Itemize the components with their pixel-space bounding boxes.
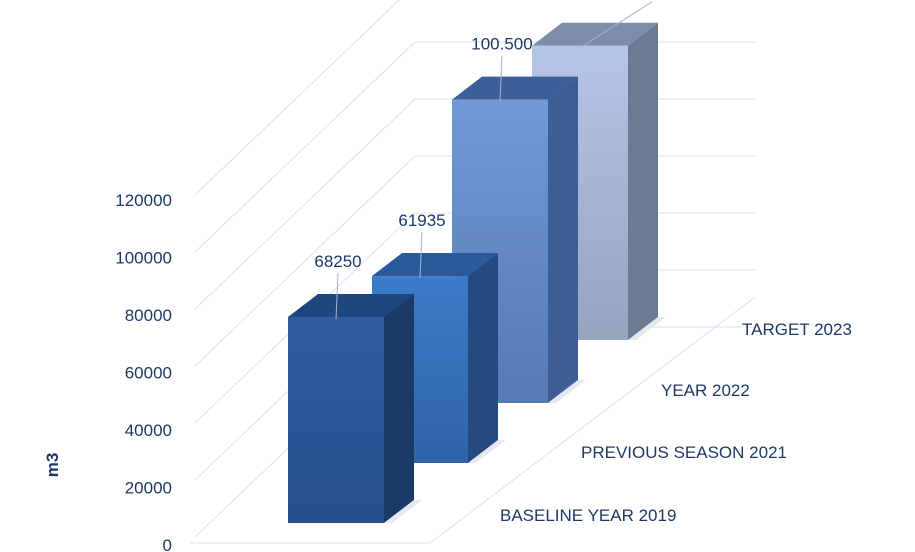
bar	[288, 294, 422, 523]
bar-top	[288, 294, 414, 317]
bar-side	[548, 76, 578, 404]
y-axis-label: m3	[43, 453, 62, 478]
bar-front	[288, 317, 384, 523]
y-tick-label: 40000	[125, 421, 172, 440]
bar-side	[468, 253, 498, 463]
y-tick-label: 80000	[125, 306, 172, 325]
category-label: TARGET 2023	[742, 320, 852, 339]
gridline	[194, 41, 416, 253]
y-tick-label: 120000	[115, 191, 172, 210]
leader-line	[335, 272, 339, 320]
leader-line	[499, 55, 503, 102]
data-label: 100.500	[471, 35, 532, 54]
bars	[288, 22, 666, 523]
category-labels: BASELINE YEAR 2019 PREVIOUS SEASON 2021 YE…	[500, 320, 852, 525]
bar-shadow	[628, 317, 666, 340]
gridline	[194, 98, 416, 310]
bar-top	[452, 76, 578, 100]
bar	[532, 22, 666, 341]
data-label: 68250	[314, 252, 361, 271]
y-axis: 0 20000 40000 60000 80000 100000 120000	[115, 191, 172, 552]
bar-side	[628, 22, 658, 341]
bar-shadow	[548, 380, 586, 403]
category-label: BASELINE YEAR 2019	[500, 506, 676, 525]
y-tick-label: 20000	[125, 479, 172, 498]
bar-shadow	[384, 500, 422, 523]
gridline	[194, 0, 401, 196]
y-tick-label: 100000	[115, 249, 172, 268]
leader-line	[579, 1, 653, 49]
leader-line	[419, 232, 423, 279]
bar-side	[384, 294, 414, 523]
gridline	[194, 155, 416, 367]
bar-top	[372, 253, 498, 277]
y-tick-label: 60000	[125, 364, 172, 383]
bar-shadow	[468, 440, 506, 463]
bar-top	[532, 22, 658, 46]
data-label: 61935	[398, 211, 445, 230]
category-label: YEAR 2022	[661, 381, 750, 400]
category-label: PREVIOUS SEASON 2021	[581, 443, 787, 462]
y-tick-label: 0	[163, 536, 172, 552]
floor-edge	[429, 296, 756, 544]
